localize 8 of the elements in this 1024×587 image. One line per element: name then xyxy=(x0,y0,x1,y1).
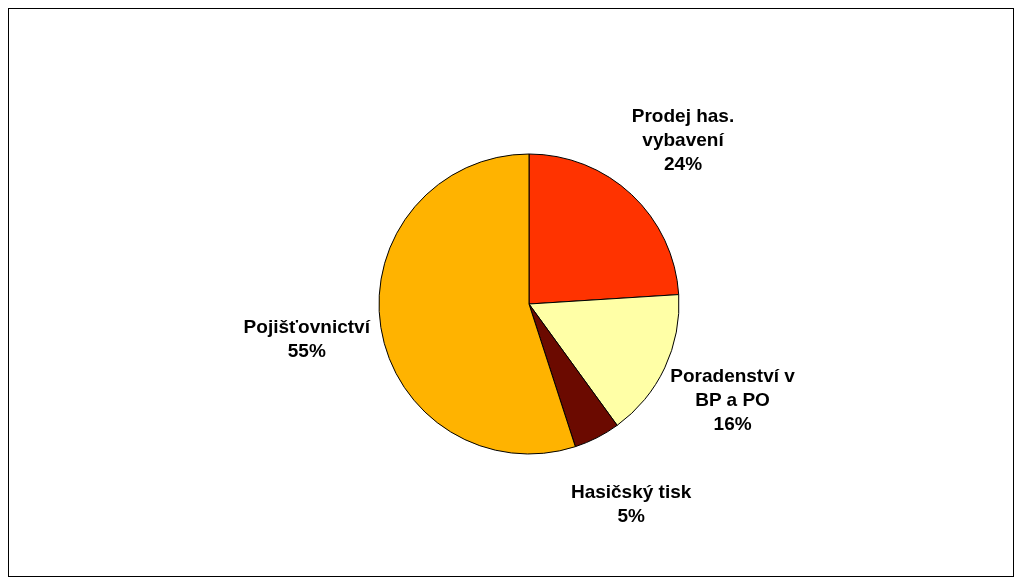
data-label: 24% xyxy=(664,152,703,174)
slice-label: Prodej has. vybavení xyxy=(631,104,735,150)
data-label: 55% xyxy=(287,340,326,362)
data-label: 16% xyxy=(713,412,752,434)
slice-label: Hasičský tisk xyxy=(570,481,692,503)
slice-label: Pojišťovnictví xyxy=(243,316,371,338)
data-label: 5% xyxy=(617,505,645,527)
slice-label: Poradenství v BP a PO xyxy=(670,364,796,410)
